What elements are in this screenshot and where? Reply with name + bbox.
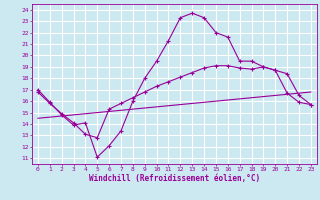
X-axis label: Windchill (Refroidissement éolien,°C): Windchill (Refroidissement éolien,°C)	[89, 174, 260, 183]
